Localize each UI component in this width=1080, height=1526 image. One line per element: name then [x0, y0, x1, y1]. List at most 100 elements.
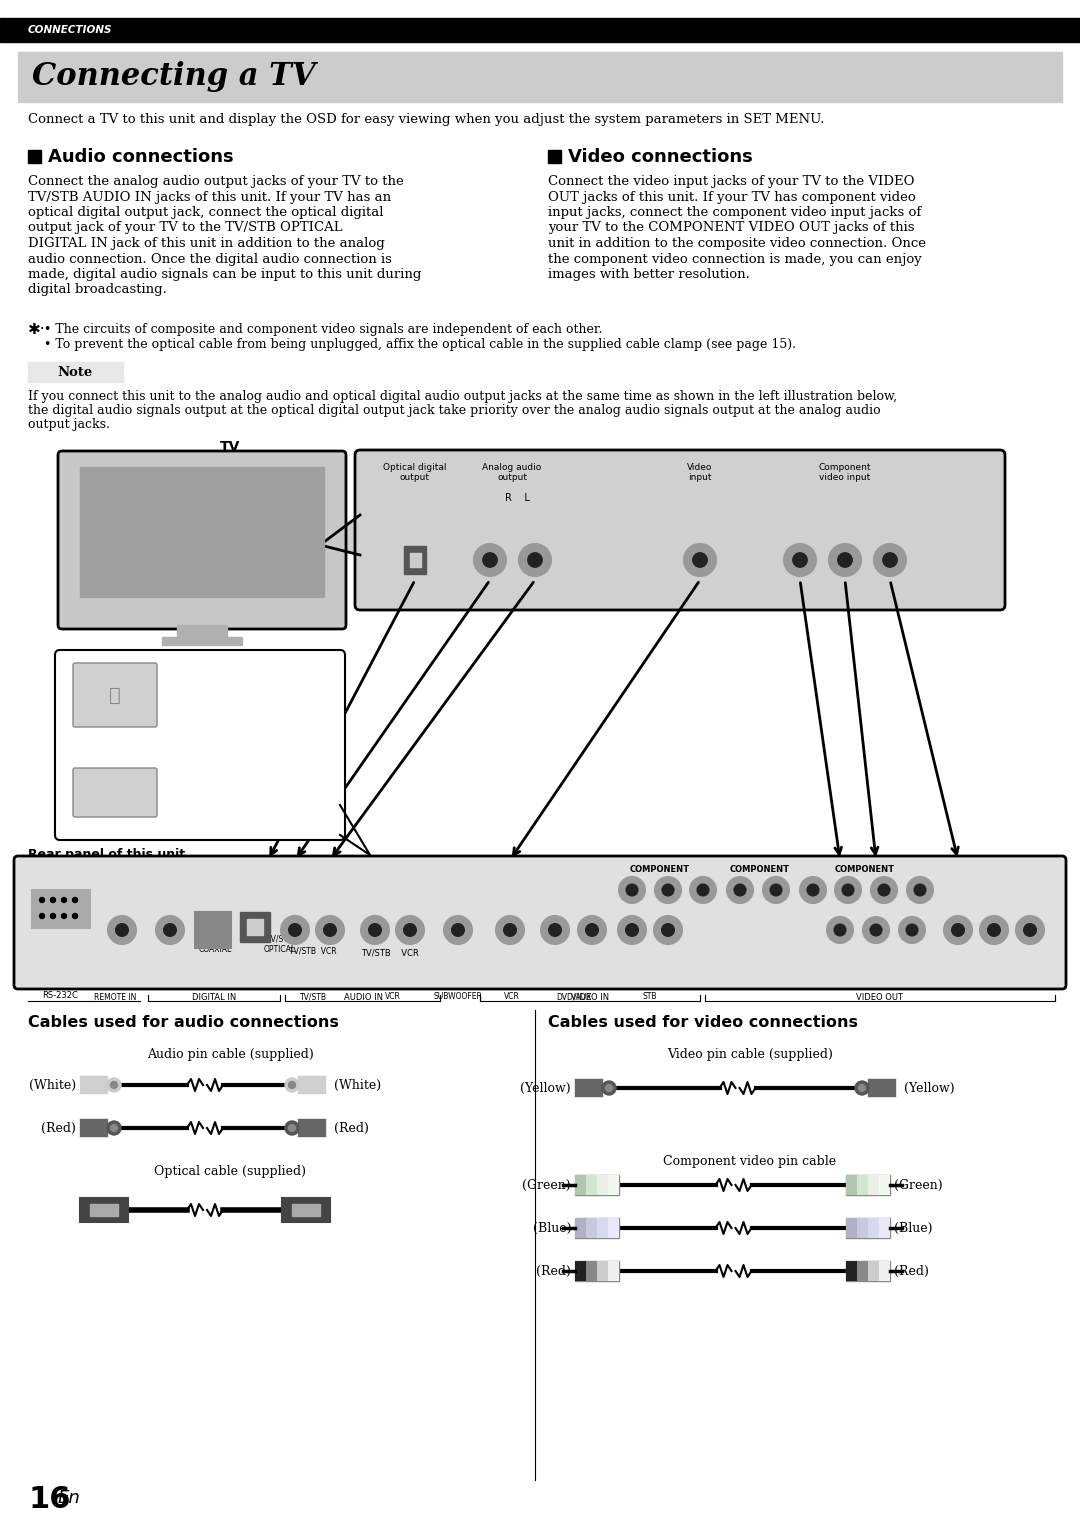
Bar: [846, 1218, 890, 1238]
Text: TV/STB  VCR: TV/STB VCR: [289, 948, 337, 955]
Circle shape: [684, 543, 716, 575]
Bar: [177, 626, 227, 636]
Circle shape: [549, 923, 562, 937]
FancyBboxPatch shape: [58, 452, 346, 629]
Circle shape: [944, 916, 972, 945]
Circle shape: [451, 923, 464, 937]
Circle shape: [107, 1077, 121, 1093]
Bar: [846, 1260, 890, 1280]
Bar: [846, 1260, 858, 1280]
Bar: [92, 1119, 96, 1137]
Bar: [868, 1175, 879, 1195]
Bar: [0, 18, 1080, 43]
Bar: [310, 1076, 314, 1094]
Circle shape: [40, 897, 44, 902]
Circle shape: [863, 917, 889, 943]
Text: ✱·: ✱·: [28, 322, 45, 337]
Bar: [28, 150, 41, 163]
Bar: [879, 1175, 890, 1195]
Circle shape: [62, 914, 67, 919]
Bar: [282, 1198, 330, 1222]
Bar: [322, 1119, 326, 1137]
Text: VCR: VCR: [386, 992, 401, 1001]
Circle shape: [606, 1085, 612, 1091]
Bar: [314, 1119, 318, 1137]
Circle shape: [878, 884, 890, 896]
Text: Component video pin cable: Component video pin cable: [663, 1155, 837, 1167]
Text: Remove the caps if: Remove the caps if: [133, 732, 267, 746]
Text: (Green): (Green): [894, 1178, 943, 1192]
Circle shape: [324, 923, 336, 937]
Text: unit in addition to the composite video connection. Once: unit in addition to the composite video …: [548, 237, 926, 250]
Bar: [310, 1119, 314, 1137]
Bar: [87, 1076, 92, 1094]
Text: (Yellow): (Yellow): [521, 1082, 571, 1094]
Bar: [80, 1119, 84, 1137]
Bar: [868, 1218, 879, 1238]
Text: COMPONENT: COMPONENT: [630, 865, 690, 874]
Bar: [298, 1119, 302, 1137]
Circle shape: [528, 552, 542, 568]
Text: TV/STB    VCR: TV/STB VCR: [361, 949, 419, 958]
Circle shape: [842, 884, 854, 896]
Bar: [879, 1218, 890, 1238]
Circle shape: [164, 923, 176, 937]
Text: Connect the analog audio output jacks of your TV to the: Connect the analog audio output jacks of…: [28, 175, 404, 188]
Bar: [575, 1175, 586, 1195]
Text: Optical digital
output: Optical digital output: [383, 462, 447, 482]
Bar: [868, 1079, 872, 1097]
Text: REMOTE IN: REMOTE IN: [94, 993, 136, 1003]
Text: the component video connection is made, you can enjoy: the component video connection is made, …: [548, 252, 921, 266]
Text: (Green): (Green): [523, 1178, 571, 1192]
Circle shape: [368, 923, 381, 937]
Text: R    L: R L: [504, 493, 529, 504]
Circle shape: [110, 1125, 118, 1131]
Bar: [846, 1218, 858, 1238]
Bar: [868, 1260, 879, 1280]
Text: Connect the video input jacks of your TV to the VIDEO: Connect the video input jacks of your TV…: [548, 175, 915, 188]
Bar: [608, 1218, 619, 1238]
Bar: [306, 1119, 310, 1137]
Text: digital broadcasting.: digital broadcasting.: [28, 284, 167, 296]
Bar: [597, 1260, 608, 1280]
Bar: [100, 1119, 104, 1137]
Text: Analog audio
output: Analog audio output: [483, 462, 542, 482]
Text: Cables used for video connections: Cables used for video connections: [548, 1015, 858, 1030]
Bar: [247, 919, 264, 935]
Bar: [892, 1079, 896, 1097]
Text: VCR: VCR: [504, 992, 519, 1001]
Bar: [575, 1218, 586, 1238]
Bar: [597, 1218, 608, 1238]
Text: Video connections: Video connections: [568, 148, 753, 166]
Circle shape: [662, 923, 674, 937]
Text: 16: 16: [28, 1485, 70, 1514]
Text: DIGITAL IN: DIGITAL IN: [192, 993, 237, 1003]
Circle shape: [285, 1122, 299, 1135]
Circle shape: [762, 877, 789, 903]
FancyBboxPatch shape: [14, 856, 1066, 989]
Bar: [240, 913, 270, 942]
Circle shape: [288, 1082, 296, 1088]
Circle shape: [483, 552, 497, 568]
Bar: [608, 1175, 619, 1195]
Circle shape: [40, 914, 44, 919]
Bar: [96, 1119, 100, 1137]
Circle shape: [503, 923, 516, 937]
Circle shape: [838, 552, 852, 568]
Bar: [100, 1076, 104, 1094]
Bar: [575, 1260, 586, 1280]
Text: En: En: [58, 1489, 81, 1508]
Text: (Red): (Red): [41, 1122, 76, 1134]
Bar: [591, 1079, 595, 1097]
Bar: [876, 1079, 880, 1097]
Bar: [298, 1076, 302, 1094]
Bar: [195, 913, 231, 948]
Bar: [583, 1079, 588, 1097]
Circle shape: [827, 917, 853, 943]
Bar: [846, 1175, 858, 1195]
Circle shape: [835, 877, 861, 903]
FancyBboxPatch shape: [355, 450, 1005, 610]
Text: TV/STB
OPTICAL: TV/STB OPTICAL: [264, 935, 296, 954]
Text: • The circuits of composite and component video signals are independent of each : • The circuits of composite and componen…: [44, 324, 603, 336]
Bar: [880, 1079, 885, 1097]
